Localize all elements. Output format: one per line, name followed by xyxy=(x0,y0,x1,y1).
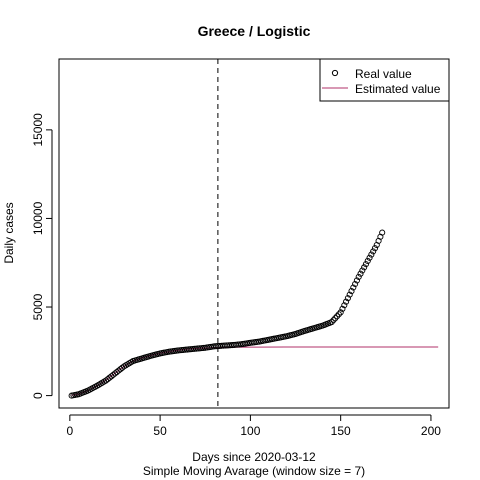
y-tick-label: 15000 xyxy=(31,113,45,147)
x-axis: 0 50 100 150 200 xyxy=(66,414,441,438)
x-tick-label: 100 xyxy=(240,424,260,438)
legend-box xyxy=(319,58,450,102)
y-axis: 0 5000 10000 15000 xyxy=(31,113,53,399)
real-value-point xyxy=(330,317,337,324)
real-value-point xyxy=(353,277,360,284)
real-value-point xyxy=(334,313,341,320)
plot-frame xyxy=(58,58,450,409)
x-axis-label: Days since 2020-03-12 xyxy=(192,450,316,464)
real-value-point xyxy=(335,311,342,318)
x-tick-label: 50 xyxy=(153,424,167,438)
real-value-point xyxy=(343,298,350,305)
x-axis-sublabel: Simple Moving Avarage (window size = 7) xyxy=(143,464,365,478)
real-value-point xyxy=(359,267,366,274)
real-value-point xyxy=(328,319,335,326)
real-value-point xyxy=(332,315,339,322)
real-value-point xyxy=(364,257,371,265)
real-value-point xyxy=(362,261,369,268)
real-value-point xyxy=(348,288,355,295)
real-value-point xyxy=(337,309,344,316)
real-value-point xyxy=(346,291,353,298)
legend: Real value Estimated value xyxy=(319,58,450,102)
x-tick-label: 150 xyxy=(331,424,351,438)
legend-real-label: Real value xyxy=(355,67,412,81)
real-value-point xyxy=(339,305,346,312)
real-value-point xyxy=(368,251,375,258)
x-tick-label: 0 xyxy=(66,424,73,438)
estimated-series-line xyxy=(71,346,439,396)
real-value-point xyxy=(379,229,386,236)
y-tick-label: 10000 xyxy=(31,201,45,235)
real-value-point xyxy=(352,280,359,288)
real-value-point xyxy=(361,264,368,271)
real-value-point xyxy=(350,284,357,291)
real-value-point xyxy=(341,302,348,309)
plot-content xyxy=(68,59,439,408)
y-axis-label: Daily cases xyxy=(2,202,16,263)
real-value-point xyxy=(371,245,379,252)
real-value-point xyxy=(370,248,377,255)
real-value-point xyxy=(366,254,373,261)
y-tick-label: 0 xyxy=(31,392,45,399)
real-value-point xyxy=(355,273,362,280)
x-tick-label: 200 xyxy=(421,424,441,438)
legend-estimated-label: Estimated value xyxy=(355,82,441,96)
y-tick-label: 5000 xyxy=(31,293,45,320)
legend-real-symbol xyxy=(331,69,339,77)
real-value-point xyxy=(357,270,364,277)
real-value-point xyxy=(344,295,351,302)
chart-title: Greece / Logistic xyxy=(198,23,311,39)
